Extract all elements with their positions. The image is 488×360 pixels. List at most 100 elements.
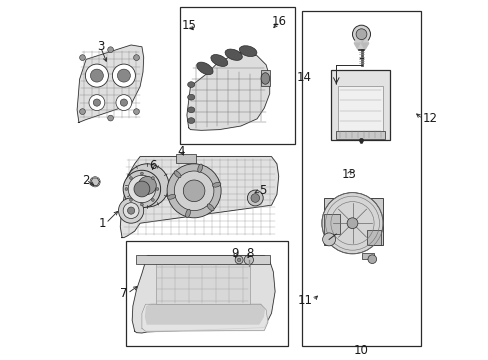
Ellipse shape bbox=[187, 82, 194, 87]
Bar bbox=[125, 241, 287, 346]
Bar bbox=[361, 253, 373, 259]
Circle shape bbox=[90, 177, 100, 187]
Polygon shape bbox=[361, 37, 368, 43]
Circle shape bbox=[151, 177, 154, 180]
Circle shape bbox=[322, 233, 335, 246]
Polygon shape bbox=[357, 37, 365, 43]
Circle shape bbox=[127, 207, 134, 214]
Text: 8: 8 bbox=[246, 247, 253, 260]
Circle shape bbox=[93, 99, 101, 106]
Circle shape bbox=[250, 194, 259, 202]
Bar bbox=[176, 154, 196, 163]
Text: 14: 14 bbox=[296, 71, 311, 84]
Circle shape bbox=[140, 203, 143, 206]
Circle shape bbox=[117, 69, 130, 82]
Text: 10: 10 bbox=[353, 345, 368, 357]
Circle shape bbox=[352, 25, 370, 43]
Text: 7: 7 bbox=[120, 287, 127, 300]
Circle shape bbox=[183, 180, 204, 202]
Text: 5: 5 bbox=[258, 184, 266, 197]
Ellipse shape bbox=[196, 62, 213, 75]
Circle shape bbox=[244, 255, 253, 265]
Circle shape bbox=[133, 55, 139, 60]
Text: 9: 9 bbox=[231, 247, 239, 260]
Circle shape bbox=[123, 203, 139, 219]
Text: 3: 3 bbox=[97, 40, 104, 53]
Circle shape bbox=[237, 258, 241, 262]
Circle shape bbox=[133, 109, 139, 114]
Polygon shape bbox=[120, 157, 278, 238]
Circle shape bbox=[129, 177, 132, 180]
Polygon shape bbox=[186, 52, 269, 130]
Circle shape bbox=[118, 198, 143, 223]
Circle shape bbox=[112, 64, 135, 87]
Ellipse shape bbox=[167, 194, 175, 199]
Circle shape bbox=[129, 198, 132, 201]
Circle shape bbox=[138, 176, 156, 194]
Text: 1: 1 bbox=[98, 217, 106, 230]
Circle shape bbox=[355, 29, 366, 40]
Polygon shape bbox=[142, 304, 267, 331]
Bar bbox=[156, 263, 249, 304]
Circle shape bbox=[125, 164, 168, 207]
Circle shape bbox=[107, 47, 113, 53]
Bar bbox=[323, 214, 339, 234]
Ellipse shape bbox=[187, 107, 194, 113]
Circle shape bbox=[80, 55, 85, 60]
Text: 6: 6 bbox=[149, 159, 156, 172]
Text: 2: 2 bbox=[82, 174, 90, 186]
Circle shape bbox=[80, 109, 85, 114]
Ellipse shape bbox=[185, 209, 190, 217]
Circle shape bbox=[120, 99, 127, 106]
Polygon shape bbox=[361, 43, 368, 49]
Ellipse shape bbox=[224, 49, 242, 60]
Bar bbox=[330, 70, 389, 140]
Polygon shape bbox=[354, 43, 361, 49]
Bar bbox=[302, 11, 420, 346]
Ellipse shape bbox=[210, 54, 227, 67]
Circle shape bbox=[140, 172, 143, 175]
Bar bbox=[260, 70, 269, 86]
Polygon shape bbox=[91, 178, 99, 185]
Text: 13: 13 bbox=[341, 168, 356, 181]
Bar bbox=[179, 7, 294, 144]
Ellipse shape bbox=[212, 183, 221, 187]
Circle shape bbox=[116, 95, 132, 111]
Polygon shape bbox=[77, 45, 143, 122]
Circle shape bbox=[235, 256, 243, 264]
Circle shape bbox=[85, 64, 108, 87]
Bar bbox=[136, 255, 269, 264]
Circle shape bbox=[89, 95, 104, 111]
Circle shape bbox=[156, 188, 159, 190]
Circle shape bbox=[134, 181, 149, 197]
Text: 16: 16 bbox=[271, 15, 285, 28]
Circle shape bbox=[174, 171, 213, 211]
Circle shape bbox=[123, 170, 160, 208]
Circle shape bbox=[346, 218, 357, 229]
Circle shape bbox=[359, 141, 362, 144]
Circle shape bbox=[367, 255, 376, 264]
Circle shape bbox=[125, 188, 127, 190]
Text: 15: 15 bbox=[181, 19, 196, 32]
Polygon shape bbox=[357, 43, 365, 49]
Ellipse shape bbox=[174, 171, 181, 178]
Ellipse shape bbox=[197, 164, 202, 172]
Ellipse shape bbox=[261, 73, 269, 84]
Circle shape bbox=[128, 175, 155, 203]
Polygon shape bbox=[145, 304, 264, 324]
Circle shape bbox=[321, 193, 382, 254]
Circle shape bbox=[247, 190, 263, 206]
Polygon shape bbox=[354, 37, 361, 43]
Polygon shape bbox=[132, 256, 275, 333]
Bar bbox=[323, 198, 382, 245]
Bar bbox=[366, 230, 381, 245]
Ellipse shape bbox=[207, 204, 214, 211]
Ellipse shape bbox=[187, 118, 194, 123]
Ellipse shape bbox=[187, 94, 194, 100]
Text: 11: 11 bbox=[297, 294, 312, 307]
Bar bbox=[337, 86, 382, 135]
Bar bbox=[336, 131, 384, 139]
Circle shape bbox=[151, 198, 154, 201]
Circle shape bbox=[107, 115, 113, 121]
Text: 4: 4 bbox=[177, 145, 185, 158]
